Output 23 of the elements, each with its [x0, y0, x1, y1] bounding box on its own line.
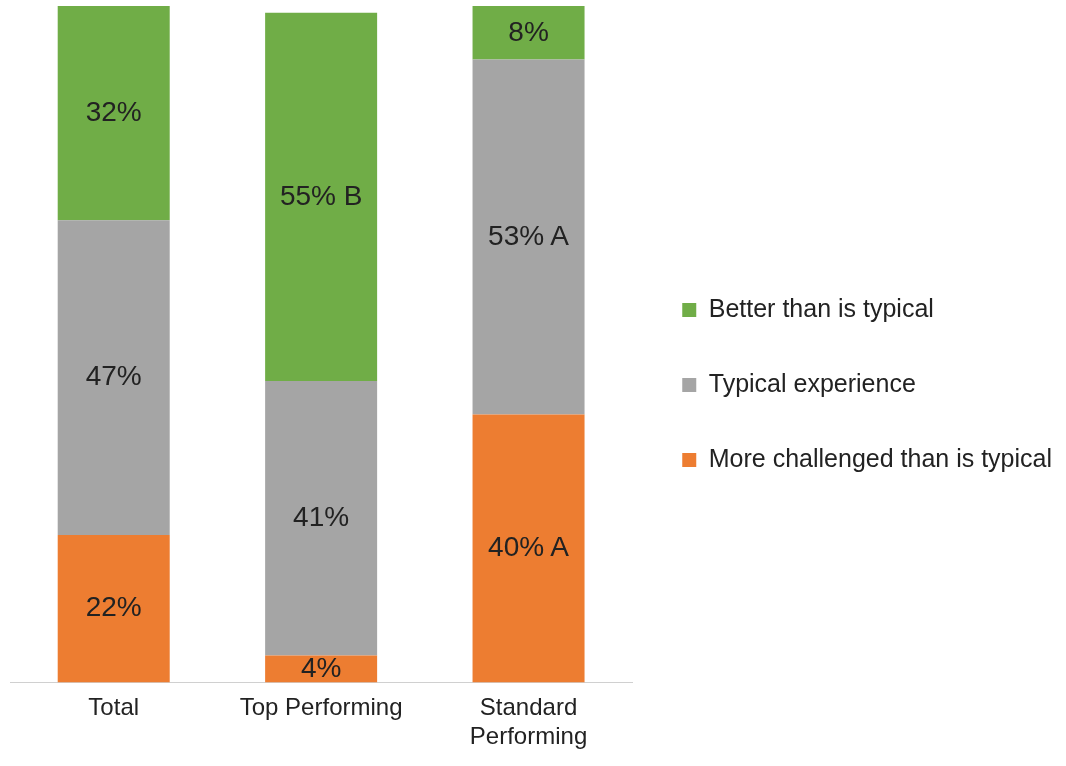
- data-label: 22%: [85, 591, 142, 623]
- x-tick-label: Top Performing: [239, 693, 403, 721]
- bar: [472, 6, 585, 60]
- bar: [472, 59, 585, 415]
- x-tick-label: Total: [88, 693, 140, 721]
- data-label: 32%: [85, 95, 142, 127]
- data-label: 55% B: [279, 179, 363, 211]
- data-label: 47%: [85, 360, 142, 392]
- bar: [472, 414, 585, 683]
- x-tick-label: Standard Performing: [469, 693, 588, 750]
- bar: [265, 381, 378, 656]
- data-label: 40% A: [488, 531, 570, 563]
- data-label: 8%: [508, 15, 549, 47]
- legend-label: Typical experience: [708, 368, 916, 397]
- data-label: 4%: [300, 651, 342, 683]
- legend-label: Better than is typical: [708, 293, 934, 322]
- bar: [57, 220, 170, 536]
- bar: [57, 6, 170, 221]
- bar: [265, 12, 378, 382]
- bar: [57, 535, 170, 683]
- data-label: 53% A: [488, 219, 570, 251]
- data-label: 41%: [293, 501, 350, 533]
- legend-label: More challenged than is typical: [708, 443, 1052, 472]
